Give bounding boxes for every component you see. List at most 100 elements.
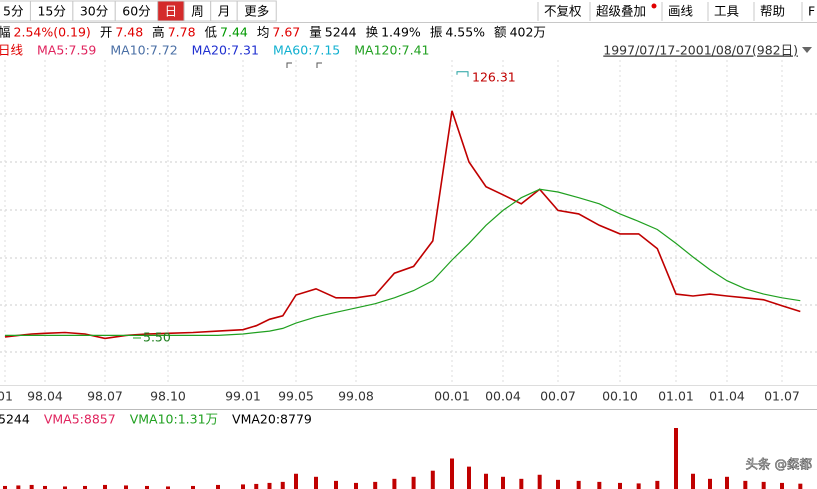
- notification-dot: [651, 3, 657, 9]
- x-tick-label: 01: [0, 389, 13, 404]
- info-value: 5244: [325, 25, 357, 40]
- volume-bar: [145, 485, 149, 489]
- legend-entry: VMA10:1.31万: [130, 412, 218, 427]
- info-value: 2.54%(0.19): [14, 25, 91, 40]
- volume-bar: [63, 486, 67, 489]
- volume-bar: [334, 480, 338, 489]
- legend-entry: MA60:7.15: [273, 43, 340, 58]
- marker: [286, 62, 292, 68]
- x-tick-label: 98.07: [87, 389, 123, 404]
- legend-entry: 5244: [0, 412, 30, 427]
- volume-bar: [216, 484, 220, 489]
- toolbar-button[interactable]: 不复权: [544, 4, 582, 19]
- info-value: 7.67: [272, 25, 300, 40]
- info-label: 量: [309, 25, 322, 40]
- volume-bar: [280, 481, 285, 489]
- info-value: 4.55%: [445, 25, 485, 40]
- x-tick-label: 00.01: [434, 389, 470, 404]
- legend-entry: MA120:7.41: [354, 43, 429, 58]
- legend-entry: MA10:7.72: [110, 43, 177, 58]
- volume-bar: [467, 466, 471, 489]
- toolbar-button[interactable]: 画线: [668, 4, 694, 19]
- legend-entry: VMA20:8779: [232, 412, 312, 427]
- volume-bar: [798, 483, 803, 489]
- x-tick-label: 00.10: [602, 389, 638, 404]
- info-label: 换: [366, 25, 379, 40]
- volume-bar: [124, 485, 128, 489]
- info-label: 振: [430, 25, 443, 40]
- x-tick-label: 01.04: [709, 389, 745, 404]
- x-tick-label: 01.07: [764, 389, 800, 404]
- volume-bar: [636, 483, 641, 489]
- info-value: 7.78: [168, 25, 196, 40]
- info-label: 低: [205, 25, 218, 40]
- tab[interactable]: [236, 0, 277, 22]
- tab-label[interactable]: 日: [165, 4, 178, 19]
- volume-bar: [294, 473, 298, 489]
- info-label: 高: [152, 25, 165, 40]
- x-tick-label: 00.04: [485, 389, 521, 404]
- info-label: 幅: [0, 25, 11, 40]
- volume-bar: [354, 482, 358, 489]
- volume-bar: [761, 481, 766, 489]
- tab-label[interactable]: 5分: [3, 4, 23, 19]
- toolbar-button[interactable]: 工具: [714, 4, 740, 19]
- tab-label[interactable]: 30分: [80, 4, 108, 19]
- annotation: 126.31: [472, 69, 516, 84]
- volume-bar: [430, 470, 435, 489]
- volume-bar: [191, 485, 195, 489]
- x-tick-label: 01.01: [658, 389, 694, 404]
- info-value: 7.44: [220, 25, 248, 40]
- volume-bar: [618, 482, 622, 489]
- volume-bar: [314, 476, 318, 489]
- watermark: 头条 @粲都: [746, 457, 813, 472]
- tab-label[interactable]: 更多: [244, 4, 269, 19]
- toolbar-button[interactable]: F: [808, 4, 815, 19]
- volume-bar: [450, 458, 454, 489]
- volume-bar: [241, 484, 245, 489]
- volume-bar: [691, 473, 695, 489]
- volume-bar: [537, 474, 542, 489]
- tab-label[interactable]: 周: [191, 4, 204, 19]
- info-value: 7.48: [115, 25, 143, 40]
- volume-bar: [708, 478, 712, 489]
- tab-label[interactable]: 60分: [122, 4, 150, 19]
- volume-bar: [267, 482, 272, 489]
- volume-bar: [29, 484, 34, 489]
- legend-entry: MA20:7.31: [192, 43, 259, 58]
- volume-bar: [597, 481, 602, 489]
- info-label: 额: [494, 25, 507, 40]
- volume-bar: [166, 486, 170, 489]
- price-line: [5, 188, 801, 336]
- tab-label[interactable]: 15分: [37, 4, 65, 19]
- volume-bar: [725, 476, 729, 489]
- volume-bar: [411, 476, 416, 489]
- volume-bar: [484, 473, 488, 489]
- volume-bar: [556, 479, 560, 489]
- toolbar-button[interactable]: 帮助: [760, 4, 785, 19]
- volume-bar: [519, 478, 524, 489]
- x-tick-label: 99.08: [338, 389, 374, 404]
- annotation-pointer: [456, 71, 469, 77]
- toolbar-button[interactable]: 超级叠加: [596, 4, 646, 19]
- tab-label[interactable]: 月: [218, 4, 231, 19]
- volume-bar: [3, 485, 7, 489]
- info-value: 402万: [510, 25, 546, 40]
- volume-bar: [16, 485, 21, 489]
- date-range[interactable]: 1997/07/17-2001/08/07(982日): [603, 43, 798, 58]
- volume-bar: [655, 480, 660, 489]
- volume-bar: [501, 476, 505, 489]
- x-tick-label: 98.10: [150, 389, 186, 404]
- volume-bar: [780, 482, 784, 489]
- info-label: 开: [100, 25, 113, 40]
- legend-entry: VMA5:8857: [44, 412, 116, 427]
- annotation: 5.50: [143, 329, 171, 344]
- info-value: 1.49%: [381, 25, 421, 40]
- volume-bar: [373, 481, 378, 489]
- volume-bar: [392, 478, 397, 489]
- x-tick-label: 99.05: [278, 389, 314, 404]
- legend-entry: 日线: [0, 43, 24, 58]
- dropdown-icon[interactable]: [802, 47, 812, 53]
